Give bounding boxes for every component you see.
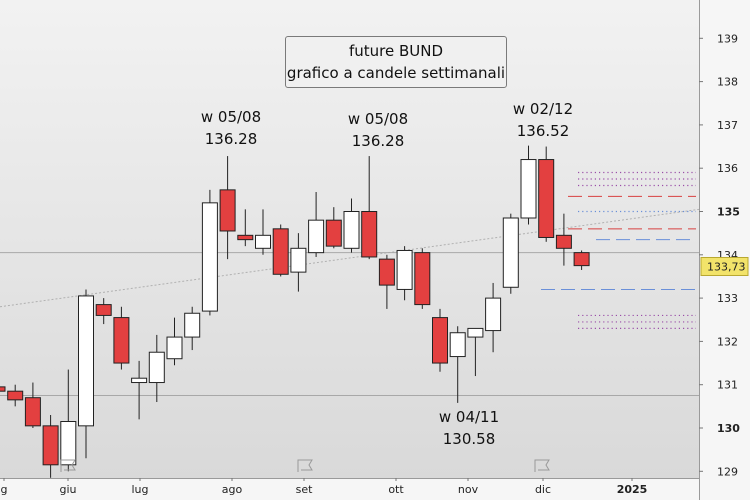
- candle-body: [573, 252, 590, 267]
- candle-body: [325, 219, 342, 247]
- x-tick-label: g: [1, 483, 8, 496]
- candle-body: [538, 159, 555, 238]
- candle-body: [219, 189, 236, 232]
- event-flag-icon: [60, 459, 76, 472]
- candle-body: [343, 211, 360, 249]
- x-tick-label: 2025: [617, 483, 648, 496]
- last-price-label: 133,73: [707, 260, 746, 273]
- candle-body: [60, 421, 77, 466]
- x-tick-label: set: [296, 483, 313, 496]
- y-tick-label: 130: [717, 422, 740, 435]
- candle-body: [378, 258, 395, 286]
- candle-body: [148, 351, 165, 384]
- candle-body: [555, 234, 572, 249]
- candle-body: [237, 234, 254, 241]
- annotation-high-oct: w 05/08 136.28: [333, 108, 423, 152]
- candle-body: [485, 297, 502, 332]
- chart-title-line2: grafico a candele settimanali: [286, 64, 506, 82]
- annotation-price: 136.52: [516, 122, 570, 140]
- annotation-week: w 05/08: [347, 110, 409, 128]
- candle-body: [290, 247, 307, 273]
- candle-body: [520, 159, 537, 219]
- candle-body: [0, 386, 6, 392]
- candle-body: [184, 312, 201, 338]
- rising-trendline: [0, 208, 700, 308]
- chart-title-line1: future BUND: [348, 42, 444, 60]
- candle-body: [502, 217, 519, 288]
- candle-body: [449, 332, 466, 358]
- last-price-badge: [700, 256, 749, 276]
- annotation-price: 136.28: [351, 132, 405, 150]
- candle-body: [113, 317, 130, 364]
- annotation-price: 136.28: [204, 130, 258, 148]
- candle-body: [255, 234, 271, 249]
- y-tick-label: 138: [717, 76, 738, 89]
- event-flag-icon: [534, 459, 550, 472]
- annotation-week: w 02/12: [512, 100, 574, 118]
- chart-title-box: future BUND grafico a candele settimanal…: [285, 36, 507, 88]
- annotation-week: w 04/11: [438, 408, 500, 426]
- candle-body: [42, 425, 59, 466]
- y-tick-label: 135: [717, 206, 740, 219]
- candle-body: [95, 304, 112, 316]
- annotation-high-dec: w 02/12 136.52: [498, 98, 588, 142]
- candle-body: [308, 219, 325, 254]
- candle-body: [24, 397, 41, 427]
- y-tick-label: 136: [717, 162, 738, 175]
- x-tick-label: ago: [222, 483, 243, 496]
- y-tick-label: 129: [717, 465, 738, 478]
- event-flag-icon: [297, 459, 313, 472]
- y-tick-label: 133: [717, 292, 738, 305]
- x-tick-label: lug: [131, 483, 148, 496]
- candle-body: [396, 249, 413, 290]
- candle-body: [432, 317, 448, 364]
- annotation-low-nov: w 04/11 130.58: [424, 406, 514, 450]
- y-tick-label: 139: [717, 32, 738, 45]
- candle-body: [414, 252, 431, 306]
- price-axis-panel: [699, 0, 750, 500]
- time-axis-panel: [0, 478, 699, 500]
- annotation-week: w 05/08: [200, 108, 262, 126]
- x-tick-label: nov: [458, 483, 479, 496]
- candle-body: [201, 202, 218, 312]
- y-tick-label: 131: [717, 379, 738, 392]
- candle-body: [166, 336, 183, 360]
- candle-body: [272, 228, 289, 275]
- annotation-price: 130.58: [442, 430, 496, 448]
- x-tick-label: giu: [59, 483, 76, 496]
- y-tick-label: 132: [717, 335, 738, 348]
- candle-body: [361, 211, 378, 258]
- x-tick-label: ott: [388, 483, 404, 496]
- annotation-high-aug: w 05/08 136.28: [186, 106, 276, 150]
- candle-body: [7, 390, 24, 401]
- candle-body: [131, 377, 148, 384]
- candle-body: [467, 327, 484, 338]
- x-tick-label: dic: [535, 483, 551, 496]
- y-tick-label: 137: [717, 119, 738, 132]
- candle-body: [78, 295, 94, 427]
